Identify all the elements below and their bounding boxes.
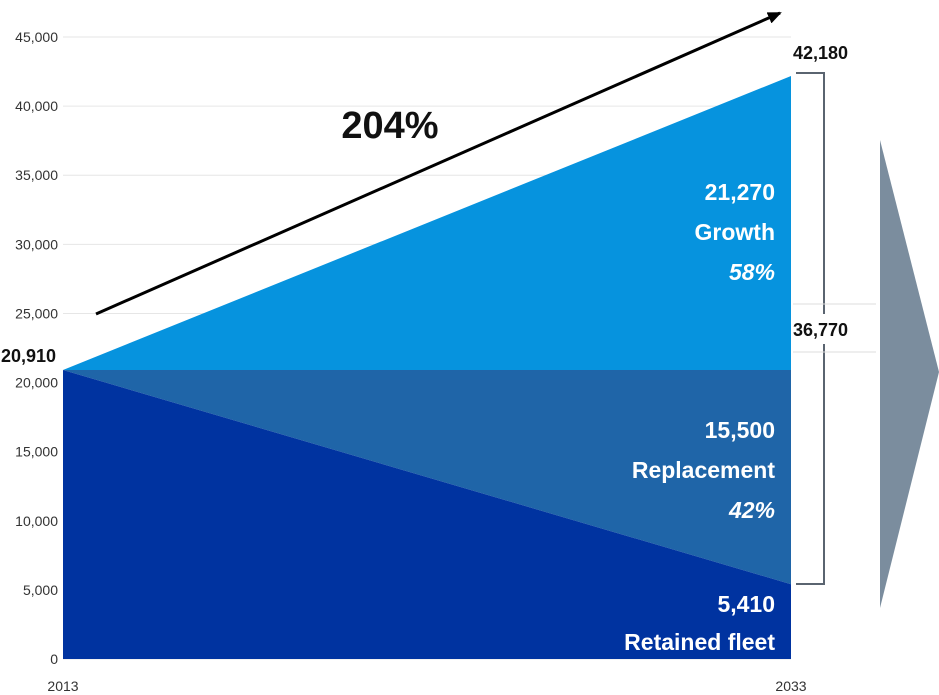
y-tick-label: 5,000 <box>23 582 58 598</box>
bracket-label-bg <box>792 314 868 344</box>
y-tick-label: 40,000 <box>15 98 58 114</box>
x-tick-2033: 2033 <box>775 678 806 694</box>
y-tick-label: 35,000 <box>15 167 58 183</box>
retained-fleet-area <box>63 370 791 659</box>
growth-name-label: Growth <box>695 219 776 245</box>
y-tick-label: 0 <box>50 651 58 667</box>
growth-arrow <box>95 11 782 316</box>
y-axis: 0 5,000 10,000 15,000 20,000 25,000 30,000 35,0… <box>15 29 58 667</box>
y-tick-label: 20,000 <box>15 375 58 391</box>
x-tick-2013: 2013 <box>47 678 78 694</box>
y-tick-label: 10,000 <box>15 513 58 529</box>
y-tick-label: 30,000 <box>15 236 58 252</box>
start-total-label: 20,910 <box>1 346 56 366</box>
growth-area <box>63 76 791 370</box>
y-tick-label: 15,000 <box>15 444 58 460</box>
chevron-right-icon <box>880 140 939 608</box>
retained-value-label: 5,410 <box>717 591 775 617</box>
growth-value-label: 21,270 <box>705 179 775 205</box>
end-total-label: 42,180 <box>793 43 848 63</box>
replacement-share-label: 42% <box>728 497 775 523</box>
bracket-total-label: 36,770 <box>793 320 848 340</box>
retained-name-label: Retained fleet <box>624 629 775 655</box>
replacement-value-label: 15,500 <box>705 417 775 443</box>
y-tick-label: 25,000 <box>15 305 58 321</box>
growth-share-label: 58% <box>729 259 775 285</box>
y-tick-label: 45,000 <box>15 29 58 45</box>
replacement-name-label: Replacement <box>632 457 776 483</box>
growth-rate-label: 204% <box>341 105 438 147</box>
